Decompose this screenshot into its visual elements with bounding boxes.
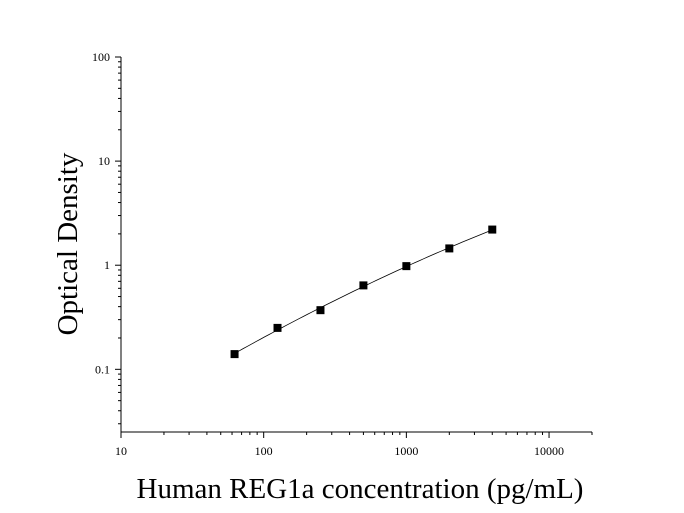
- data-point: [488, 225, 497, 234]
- axes: [120, 57, 592, 433]
- y-tick-label: 100: [92, 50, 110, 64]
- y-axis-title: Optical Density: [52, 152, 84, 335]
- data-point: [402, 262, 411, 271]
- data-point: [445, 244, 454, 253]
- x-tick-label: 10: [115, 444, 127, 458]
- x-tick-label: 100: [255, 444, 273, 458]
- data-point: [230, 350, 239, 359]
- x-axis-title: Human REG1a concentration (pg/mL): [137, 473, 584, 505]
- data-point: [273, 323, 282, 332]
- data-points: [230, 225, 497, 359]
- fit-curve: [234, 229, 493, 354]
- x-tick-label: 10000: [534, 444, 564, 458]
- data-point: [316, 306, 325, 315]
- x-tick-label: 1000: [394, 444, 418, 458]
- data-point: [359, 281, 368, 290]
- y-ticks: 0.1 1 10 100: [92, 50, 121, 425]
- y-tick-label: 1: [104, 258, 110, 272]
- y-tick-label: 10: [98, 154, 110, 168]
- x-ticks: 10 100 1000 10000: [115, 432, 593, 458]
- y-tick-label: 0.1: [95, 362, 110, 376]
